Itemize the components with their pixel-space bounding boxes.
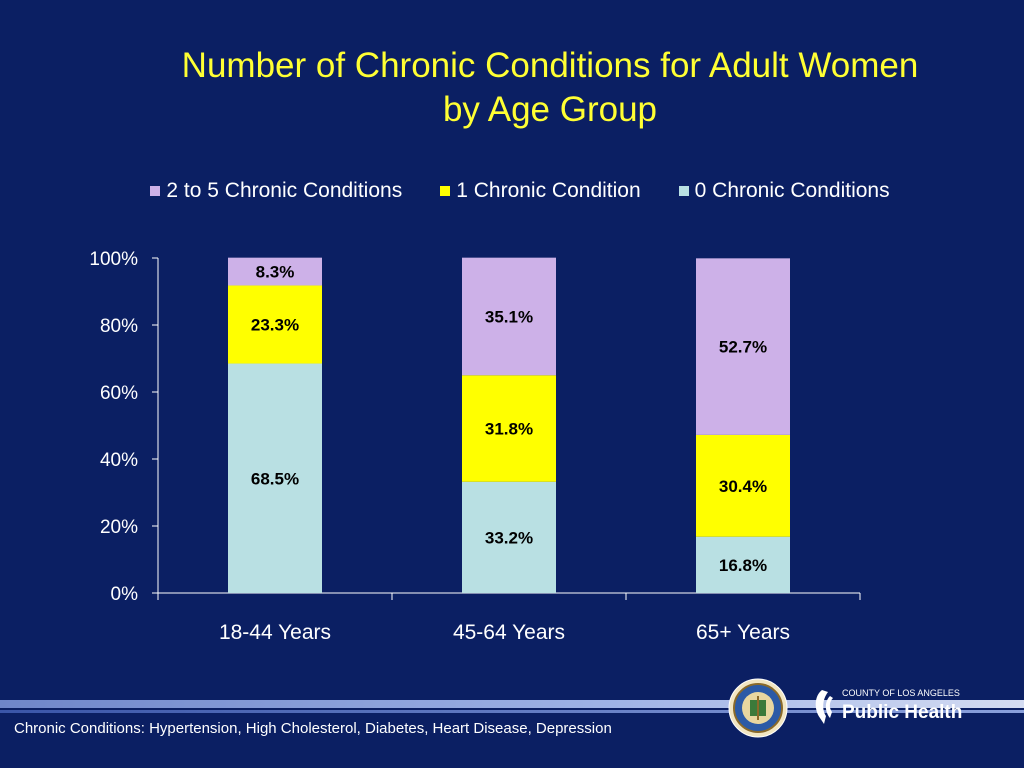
legend-label: 0 Chronic Conditions	[694, 179, 890, 202]
legend-label: 2 to 5 Chronic Conditions	[166, 179, 403, 202]
data-label: 30.4%	[719, 477, 767, 496]
legend-item: 2 to 5 Chronic Conditions	[150, 178, 402, 204]
bar-segment	[462, 375, 556, 482]
logo-county-text: COUNTY OF LOS ANGELES	[842, 688, 960, 698]
y-tick-label: 40%	[100, 450, 138, 471]
county-seal-icon	[728, 678, 788, 738]
public-health-logo: COUNTY OF LOS ANGELES Public Health	[815, 688, 962, 724]
legend-item: 0 Chronic Conditions	[678, 178, 890, 204]
bar-segment	[696, 536, 790, 593]
data-label: 31.8%	[485, 420, 533, 439]
x-tick-label: 18-44 Years	[219, 621, 331, 644]
y-tick-label: 60%	[100, 383, 138, 404]
y-tick-label: 100%	[89, 249, 138, 270]
x-tick-label: 65+ Years	[696, 621, 790, 644]
data-label: 33.2%	[485, 528, 533, 547]
bar-segment	[228, 285, 322, 364]
title-line-1: Number of Chronic Conditions for Adult W…	[181, 46, 919, 85]
y-tick-label: 0%	[111, 584, 139, 605]
bar-segment	[696, 434, 790, 537]
chart-title: Number of Chronic Conditions for Adult W…	[100, 44, 1000, 132]
stacked-bar-chart: 0% 20% 40% 60% 80% 100% 68.5% 23.3% 8.3% 18-44 Ye…	[89, 249, 861, 644]
bar-segment	[462, 481, 556, 593]
data-label: 52.7%	[719, 338, 767, 357]
legend-item: 1 Chronic Condition	[440, 178, 641, 204]
logo-name-text: Public Health	[842, 702, 962, 723]
y-tick-label: 20%	[100, 517, 138, 538]
legend-label: 1 Chronic Condition	[456, 179, 641, 202]
data-label: 68.5%	[251, 469, 299, 488]
bar-segment	[228, 363, 322, 593]
x-tick-label: 45-64 Years	[453, 621, 565, 644]
footer-divider	[0, 700, 1024, 708]
title-line-2: by Age Group	[442, 90, 658, 129]
bar-segment	[462, 257, 556, 376]
footnote: Chronic Conditions: Hypertension, High C…	[14, 720, 612, 737]
data-label: 35.1%	[485, 307, 533, 326]
data-label: 16.8%	[719, 556, 767, 575]
data-label: 8.3%	[256, 263, 295, 282]
legend: 2 to 5 Chronic Conditions 1 Chronic Condi…	[70, 178, 970, 204]
data-label: 23.3%	[251, 315, 299, 334]
footer-divider-thin	[0, 710, 1024, 713]
legend-swatch	[678, 186, 689, 196]
bar-segment	[228, 257, 322, 286]
legend-swatch	[150, 186, 161, 196]
bar-segment	[696, 258, 790, 435]
y-tick-label: 80%	[100, 316, 138, 337]
legend-swatch	[440, 186, 451, 196]
